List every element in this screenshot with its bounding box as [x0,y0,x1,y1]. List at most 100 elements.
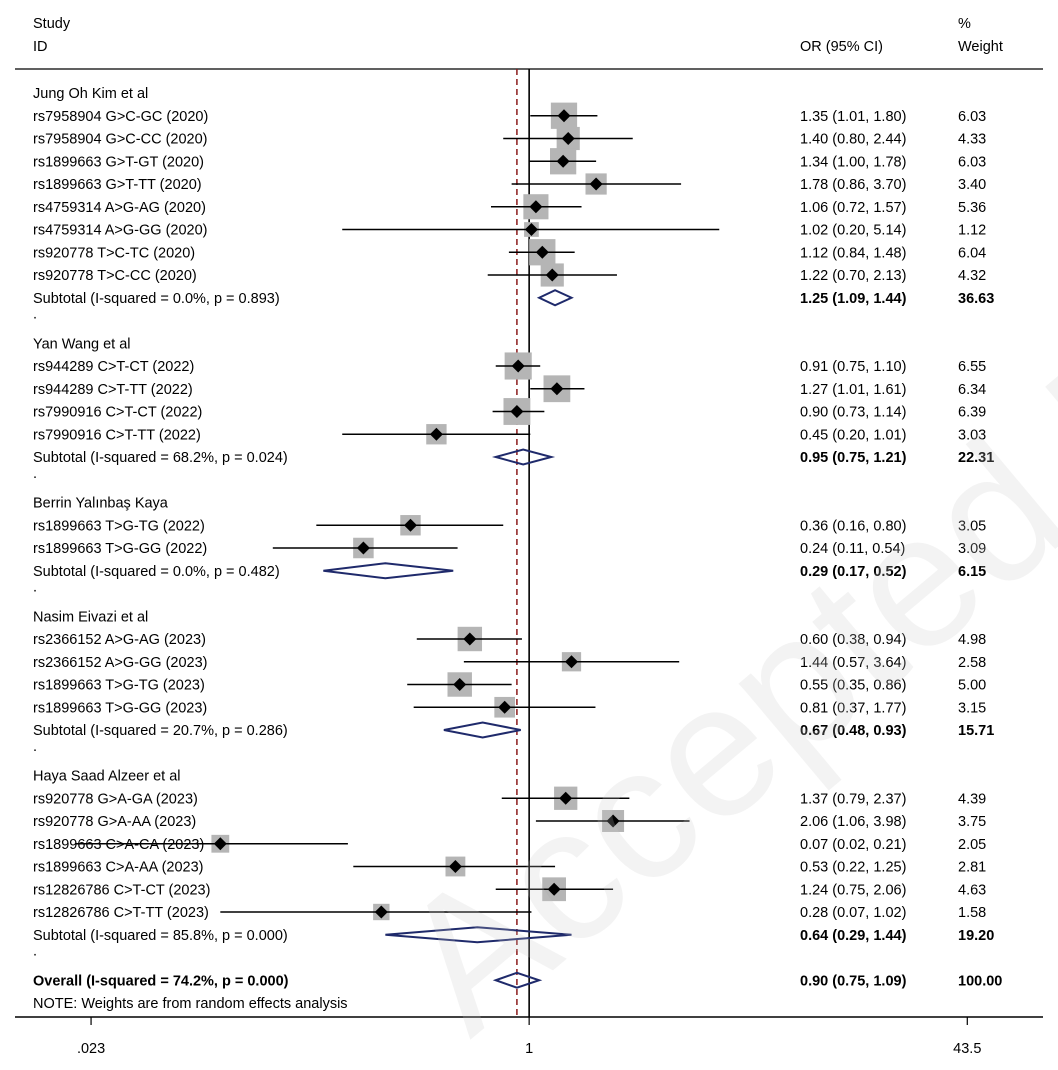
study-weight: 4.33 [958,132,986,148]
study-row: rs1899663 C>A-AA (2023) 0.53 (0.22, 1.25)… [33,856,986,877]
study-or-ci: 1.78 (0.86, 3.70) [800,177,906,193]
group-spacer: . [33,944,37,960]
study-weight: 5.00 [958,678,986,694]
study-or-ci: 1.27 (1.01, 1.61) [800,382,906,398]
study-row: rs2366152 A>G-GG (2023) 1.44 (0.57, 3.64)… [33,652,986,672]
study-label: rs944289 C>T-TT (2022) [33,382,193,398]
study-label: rs12826786 C>T-CT (2023) [33,882,210,898]
study-weight: 4.63 [958,882,986,898]
study-label: rs1899663 C>A-CA (2023) [33,837,204,853]
study-label: rs1899663 T>G-TG (2022) [33,518,205,534]
study-label: rs4759314 A>G-AG (2020) [33,200,206,216]
group-spacer: . [33,307,37,323]
header-percent-label: % [958,16,971,32]
point-estimate [356,541,370,555]
study-weight: 4.39 [958,791,986,807]
study-row: rs7990916 C>T-TT (2022) 0.45 (0.20, 1.01)… [33,424,986,445]
study-row: rs4759314 A>G-AG (2020) 1.06 (0.72, 1.57)… [33,194,986,220]
study-weight: 6.04 [958,245,986,261]
point-estimate [589,177,603,191]
x-tick-label: 1 [525,1041,533,1057]
study-row: rs1899663 G>T-TT (2020) 1.78 (0.86, 3.70)… [33,173,986,195]
study-or-ci: 0.07 (0.02, 0.21) [800,837,906,853]
subtotal-row: Subtotal (I-squared = 20.7%, p = 0.286) 0… [33,721,994,739]
subtotal-row-weight: 6.15 [958,564,986,580]
study-row: rs920778 G>A-GA (2023) 1.37 (0.79, 2.37) 4… [33,786,986,810]
point-estimate [448,860,462,873]
study-label: rs7990916 C>T-TT (2022) [33,427,201,443]
header-study-label: Study [33,16,71,32]
study-weight: 3.40 [958,177,986,193]
group-spacer: . [33,739,37,755]
study-or-ci: 0.81 (0.37, 1.77) [800,700,906,716]
point-estimate [545,268,559,282]
study-weight: 3.05 [958,518,986,534]
group-title: Berrin Yalınbaş Kaya [33,496,169,512]
study-row: rs944289 C>T-CT (2022) 0.91 (0.75, 1.10) 6… [33,352,986,380]
header-id-label: ID [33,39,48,55]
point-estimate [403,518,417,532]
point-estimate [524,223,538,236]
pooled-diamond [323,562,454,580]
x-tick-label: 43.5 [953,1041,981,1057]
point-estimate [561,132,575,145]
study-label: rs1899663 G>T-GT (2020) [33,154,204,170]
x-axis: .023 1 43.5 [77,1017,981,1057]
study-label: rs7990916 C>T-CT (2022) [33,405,202,421]
study-weight: 6.34 [958,382,986,398]
study-weight: 6.55 [958,359,986,375]
study-or-ci: 0.28 (0.07, 1.02) [800,905,906,921]
point-estimate [374,905,388,919]
study-or-ci: 0.45 (0.20, 1.01) [800,427,906,443]
study-or-ci: 0.24 (0.11, 0.54) [800,541,905,557]
study-label: rs944289 C>T-CT (2022) [33,359,194,375]
study-or-ci: 1.22 (0.70, 2.13) [800,268,906,284]
study-weight: 6.39 [958,405,986,421]
subtotal-row-or-ci: 0.64 (0.29, 1.44) [800,928,907,944]
point-estimate [529,200,543,214]
study-weight: 2.58 [958,655,986,671]
study-weight: 2.81 [958,860,986,876]
study-row: rs1899663 T>G-TG (2022) 0.36 (0.16, 0.80)… [33,515,986,536]
point-estimate [547,882,561,896]
study-weight: 2.05 [958,837,986,853]
point-estimate [557,109,571,123]
header-or-label: OR (95% CI) [800,39,883,55]
note-text: NOTE: Weights are from random effects an… [33,996,348,1012]
study-weight: 3.09 [958,541,986,557]
overall-row-weight: 100.00 [958,973,1002,989]
study-row: rs1899663 T>G-TG (2023) 0.55 (0.35, 0.86)… [33,672,986,697]
study-label: rs2366152 A>G-GG (2023) [33,655,208,671]
study-or-ci: 1.24 (0.75, 2.06) [800,882,906,898]
study-or-ci: 1.40 (0.80, 2.44) [800,132,906,148]
study-label: rs1899663 T>G-GG (2023) [33,700,207,716]
pooled-diamond [385,926,572,944]
pooled-diamond [492,971,543,989]
study-row: rs1899663 T>G-GG (2023) 0.81 (0.37, 1.77)… [33,696,986,718]
subtotal-row-weight: 19.20 [958,928,994,944]
study-label: rs920778 G>A-AA (2023) [33,814,196,830]
study-or-ci: 1.35 (1.01, 1.80) [800,109,906,125]
subtotal-row: Subtotal (I-squared = 0.0%, p = 0.482) 0.… [33,562,986,580]
study-row: rs7958904 G>C-CC (2020) 1.40 (0.80, 2.44)… [33,126,986,151]
point-estimate [550,382,564,396]
header-weight-label: Weight [958,39,1003,55]
subtotal-row-weight: 36.63 [958,291,994,307]
study-row: rs2366152 A>G-AG (2023) 0.60 (0.38, 0.94)… [33,626,986,652]
study-row: rs920778 G>A-AA (2023) 2.06 (1.06, 3.98) 3… [33,810,986,832]
subtotal-row-label: Subtotal (I-squared = 0.0%, p = 0.482) [33,564,280,580]
point-estimate [564,655,578,669]
study-weight: 3.75 [958,814,986,830]
study-label: rs920778 G>A-GA (2023) [33,791,198,807]
study-label: rs1899663 C>A-AA (2023) [33,860,203,876]
study-or-ci: 2.06 (1.06, 3.98) [800,814,906,830]
group-title: Haya Saad Alzeer et al [33,769,181,785]
subtotal-row-weight: 22.31 [958,450,994,466]
study-or-ci: 0.53 (0.22, 1.25) [800,860,906,876]
study-or-ci: 1.34 (1.00, 1.78) [800,154,906,170]
study-label: rs920778 T>C-CC (2020) [33,268,197,284]
study-label: rs7958904 G>C-GC (2020) [33,109,208,125]
point-estimate [559,791,573,805]
study-or-ci: 1.37 (0.79, 2.37) [800,791,906,807]
study-weight: 6.03 [958,154,986,170]
